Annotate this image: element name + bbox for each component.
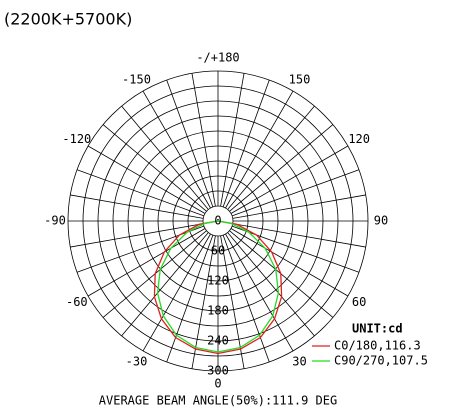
spoke — [166, 79, 214, 208]
legend-label: C0/180,116.3 — [334, 339, 421, 353]
ring — [202, 205, 234, 237]
spoke — [76, 169, 205, 217]
spoke — [222, 234, 270, 363]
spoke — [225, 233, 294, 352]
ring — [67, 70, 369, 372]
spoke — [230, 145, 349, 214]
angle-tick-label: 120 — [348, 132, 370, 146]
spoke — [222, 79, 270, 208]
spoke — [102, 124, 207, 212]
angle-tick-label: -90 — [44, 214, 66, 228]
ring — [172, 175, 264, 267]
ring — [112, 115, 324, 327]
ring — [127, 130, 309, 312]
spoke — [166, 234, 214, 363]
r-tick-label: 120 — [207, 274, 229, 288]
spoke — [220, 73, 245, 207]
angle-tick-label: 30 — [292, 355, 306, 369]
spoke — [220, 235, 245, 369]
angle-tick-label: 0 — [214, 377, 221, 391]
spoke — [225, 90, 294, 209]
spoke — [87, 145, 206, 214]
r-tick-label: 60 — [211, 244, 225, 258]
angle-tick-label: 150 — [289, 72, 311, 86]
r-tick-label: 240 — [207, 334, 229, 348]
ring — [97, 100, 339, 342]
spoke — [87, 228, 206, 297]
spoke — [191, 73, 216, 207]
spoke — [121, 232, 209, 337]
ring — [82, 85, 354, 357]
series-line — [153, 220, 283, 355]
spoke — [142, 90, 211, 209]
angle-tick-label: 60 — [352, 295, 366, 309]
angle-tick-label: -60 — [66, 295, 88, 309]
r-tick-label: 180 — [207, 304, 229, 318]
angle-tick-label: 90 — [374, 214, 388, 228]
spoke — [121, 105, 209, 210]
spoke — [142, 233, 211, 352]
unit-label: UNIT:cd — [352, 322, 403, 336]
spoke — [229, 124, 334, 212]
spoke — [227, 232, 315, 337]
spoke — [70, 223, 204, 248]
angle-tick-label: -/+180 — [196, 51, 239, 65]
spoke — [227, 105, 315, 210]
spoke — [232, 223, 366, 248]
chart-title: (2200K+5700K) — [4, 10, 132, 29]
spoke — [191, 235, 216, 369]
spoke — [70, 194, 204, 219]
r-tick-label: 300 — [207, 364, 229, 378]
angle-tick-label: -150 — [122, 72, 151, 86]
spoke — [232, 194, 366, 219]
angle-tick-label: -120 — [62, 132, 91, 146]
legend-label: C90/270,107.5 — [334, 354, 428, 368]
footer: AVERAGE BEAM ANGLE(50%):111.9 DEG — [99, 394, 337, 408]
angle-tick-label: -30 — [126, 355, 148, 369]
r-tick-label: 0 — [214, 214, 221, 228]
ring — [142, 145, 294, 297]
ring — [187, 190, 249, 252]
series-line — [156, 220, 280, 353]
spoke — [230, 228, 349, 297]
ring — [157, 160, 279, 282]
spoke — [231, 169, 360, 217]
